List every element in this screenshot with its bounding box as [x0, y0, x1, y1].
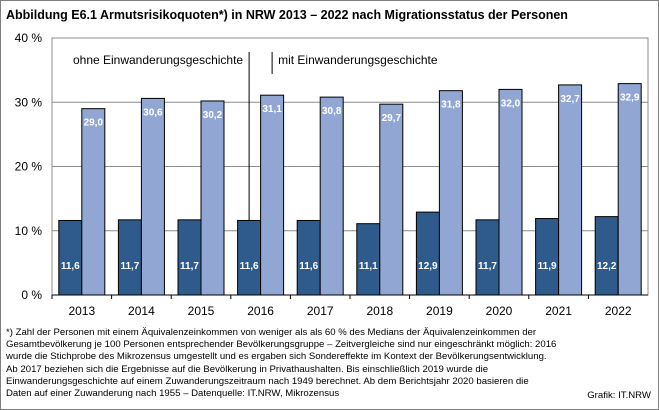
legend-label-mit: mit Einwanderungsgeschichte — [278, 53, 438, 67]
bar-mit — [319, 96, 344, 296]
bar-mit — [379, 103, 404, 296]
y-tick-label: 40 % — [15, 31, 43, 45]
data-label-ohne: 12,2 — [597, 261, 617, 272]
footnote-line: *) Zahl der Personen mit einem Äquivalen… — [6, 327, 537, 338]
data-label-mit: 29,7 — [382, 113, 402, 124]
bar-ohne — [535, 218, 560, 296]
x-tick-label: 2013 — [68, 304, 95, 318]
data-label-ohne: 11,6 — [240, 261, 259, 272]
bar-ohne — [177, 219, 202, 296]
data-label-ohne: 11,9 — [538, 261, 557, 272]
bar-ohne — [237, 219, 262, 296]
x-tick-label: 2014 — [128, 304, 155, 318]
x-tick-label: 2019 — [426, 304, 453, 318]
y-tick-label: 0 % — [21, 288, 42, 302]
footnote-line: Einwanderungsgeschichte auf einem Zuwand… — [6, 375, 529, 387]
x-tick-label: 2022 — [605, 304, 632, 318]
data-label-mit: 31,8 — [441, 100, 461, 111]
data-label-ohne: 12,9 — [418, 261, 438, 272]
data-label-ohne: 11,7 — [478, 261, 497, 272]
data-label-mit: 30,2 — [203, 110, 223, 121]
data-label-mit: 32,7 — [560, 94, 580, 105]
data-label-mit: 30,8 — [322, 106, 342, 117]
bar-mit — [81, 108, 106, 296]
y-tick-label: 30 % — [15, 95, 43, 109]
bar-mit — [558, 84, 583, 296]
data-label-mit: 32,9 — [620, 93, 640, 104]
data-label-ohne: 11,7 — [120, 261, 139, 272]
x-tick-label: 2016 — [247, 304, 274, 318]
bar-mit — [617, 83, 642, 296]
data-label-ohne: 11,1 — [359, 261, 378, 272]
bar-ohne — [117, 219, 142, 296]
y-tick-label: 10 % — [15, 224, 43, 238]
data-label-mit: 30,6 — [143, 107, 163, 118]
x-tick-label: 2015 — [188, 304, 215, 318]
data-label-mit: 29,0 — [84, 118, 104, 129]
bar-mit — [498, 88, 523, 296]
legend-label-ohne: ohne Einwanderungsgeschichte — [73, 53, 243, 67]
x-tick-label: 2017 — [307, 304, 334, 318]
bar-mit — [140, 97, 165, 296]
data-label-ohne: 11,6 — [61, 261, 80, 272]
bar-ohne — [356, 223, 381, 296]
data-label-ohne: 11,6 — [299, 261, 318, 272]
x-tick-label: 2021 — [545, 304, 572, 318]
data-label-ohne: 11,7 — [180, 261, 199, 272]
bar-ohne — [58, 219, 83, 296]
bar-mit — [260, 94, 285, 296]
data-label-mit: 32,0 — [501, 98, 521, 109]
chart-title: Abbildung E6.1 Armutsrisikoquoten*) in N… — [6, 8, 568, 22]
bar-ohne — [415, 211, 440, 296]
y-tick-label: 20 % — [15, 160, 43, 174]
bar-mit — [438, 90, 463, 296]
bar-mit — [200, 100, 225, 296]
footnote-line: Gesamtbevölkerung je 100 Personen entspr… — [6, 339, 557, 351]
bar-ohne — [594, 216, 619, 296]
bar-chart: 0 % 10 % 20 % 30 % 40 % 2013 11,6 29,0 2014 11,7 3… — [15, 31, 649, 318]
data-label-mit: 31,1 — [262, 104, 282, 115]
footnote-line: wurde die Stichprobe des Mikrozensus umg… — [6, 351, 547, 363]
x-tick-label: 2018 — [366, 304, 393, 318]
source-credit: Grafik: IT.NRW — [587, 390, 651, 401]
bar-ohne — [296, 219, 321, 296]
x-tick-label: 2020 — [486, 304, 513, 318]
footnote: *) Zahl der Personen mit einem Äquivalen… — [6, 327, 652, 400]
footnote-line: Daten auf einer Zuwanderung nach 1955 – … — [6, 388, 340, 400]
footnote-line: Ab 2017 beziehen sich die Ergebnisse auf… — [6, 363, 489, 375]
bar-ohne — [475, 219, 500, 296]
